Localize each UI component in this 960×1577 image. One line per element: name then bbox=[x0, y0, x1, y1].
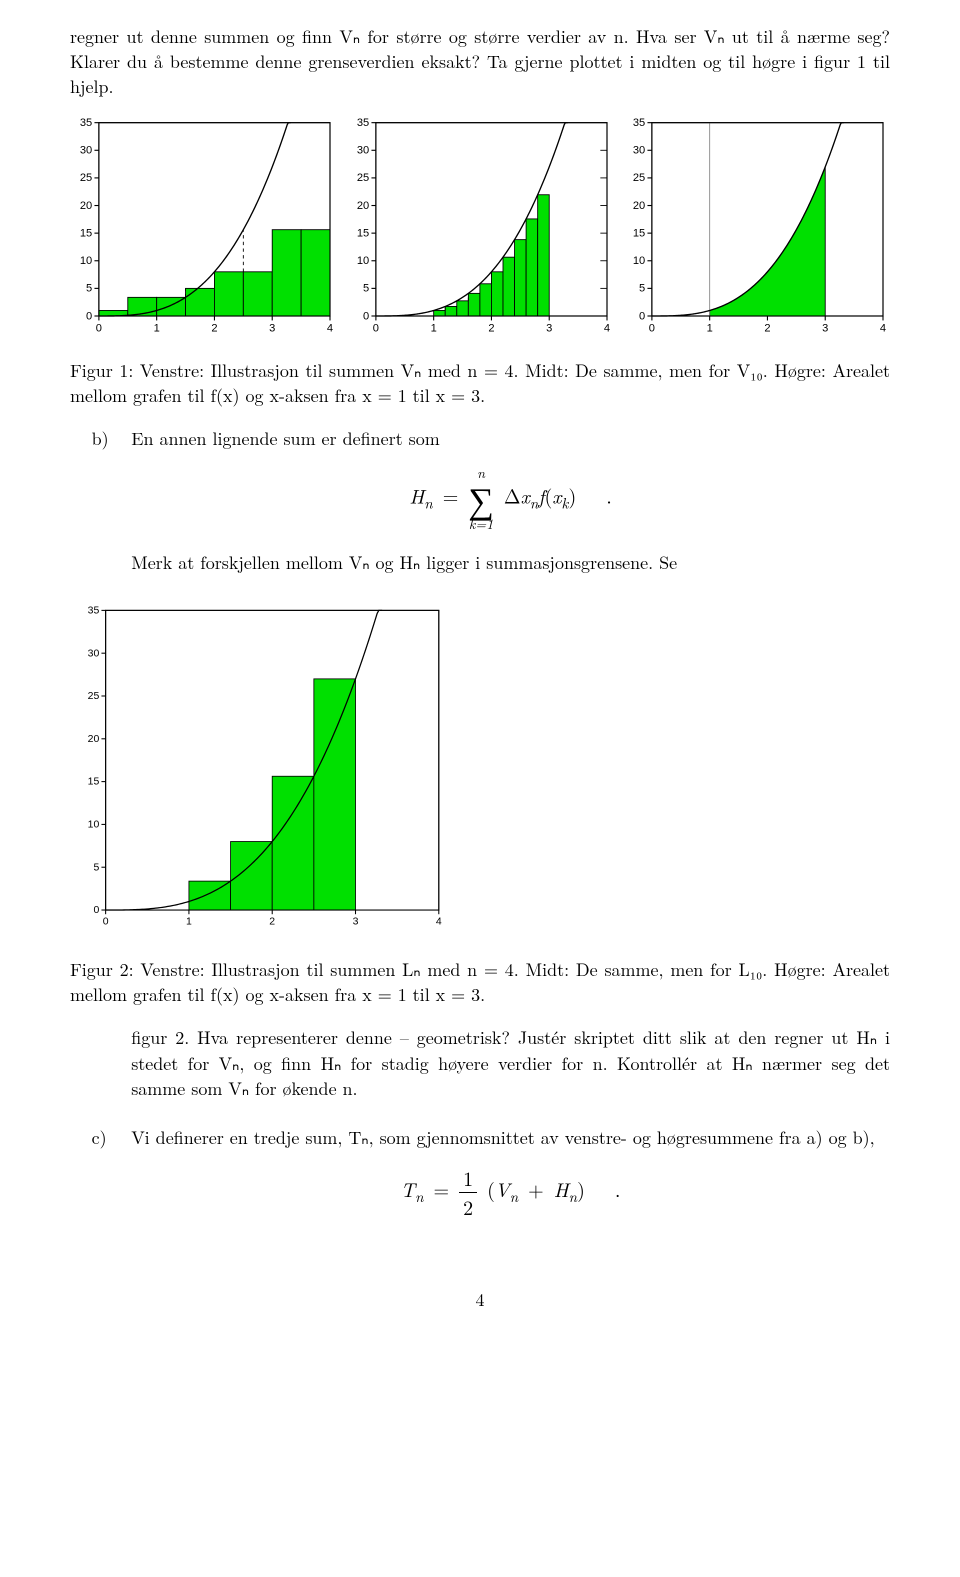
svg-text:10: 10 bbox=[633, 255, 645, 267]
svg-text:15: 15 bbox=[633, 227, 645, 239]
formula-hn: Hn = n∑k=1 Δxnf(xk) . bbox=[131, 466, 890, 533]
svg-text:15: 15 bbox=[357, 227, 369, 239]
svg-text:5: 5 bbox=[94, 862, 100, 873]
svg-text:4: 4 bbox=[880, 322, 886, 334]
svg-text:0: 0 bbox=[94, 905, 100, 916]
svg-text:1: 1 bbox=[707, 322, 713, 334]
item-b: b) En annen lignende sum er definert som… bbox=[70, 426, 890, 585]
intro-paragraph: regner ut denne summen og finn Vₙ for st… bbox=[70, 24, 890, 100]
item-b-para2: Merk at forskjellen mellom Vₙ og Hₙ ligg… bbox=[131, 550, 890, 575]
svg-text:20: 20 bbox=[88, 733, 100, 744]
svg-text:5: 5 bbox=[363, 282, 369, 294]
figure-1-right: 0 5 10 15 20 25 30 35 0 1 2 3 4 bbox=[623, 116, 890, 344]
item-c-label: c) bbox=[70, 1125, 131, 1239]
svg-text:30: 30 bbox=[357, 144, 369, 156]
svg-text:1: 1 bbox=[186, 916, 192, 927]
svg-text:1: 1 bbox=[430, 322, 436, 334]
svg-text:5: 5 bbox=[86, 282, 92, 294]
figure-1-caption: Figur 1: Venstre: Illustrasjon til summe… bbox=[70, 358, 890, 408]
svg-text:0: 0 bbox=[103, 916, 109, 927]
svg-text:0: 0 bbox=[639, 310, 645, 322]
svg-text:3: 3 bbox=[822, 322, 828, 334]
svg-text:4: 4 bbox=[604, 322, 610, 334]
svg-text:30: 30 bbox=[633, 144, 645, 156]
svg-text:0: 0 bbox=[96, 322, 102, 334]
svg-text:25: 25 bbox=[633, 172, 645, 184]
svg-text:4: 4 bbox=[327, 322, 333, 334]
svg-text:10: 10 bbox=[357, 255, 369, 267]
svg-text:30: 30 bbox=[80, 144, 92, 156]
formula-tn: Tn = 12 (Vn + Hn) . bbox=[131, 1164, 890, 1221]
svg-text:0: 0 bbox=[649, 322, 655, 334]
figure-2-caption: Figur 2: Venstre: Illustrasjon til summe… bbox=[70, 957, 890, 1007]
item-b-para1: En annen lignende sum er definert som bbox=[131, 426, 890, 451]
svg-text:35: 35 bbox=[88, 605, 100, 616]
svg-text:2: 2 bbox=[269, 916, 275, 927]
svg-text:3: 3 bbox=[546, 322, 552, 334]
svg-text:20: 20 bbox=[357, 199, 369, 211]
svg-text:25: 25 bbox=[88, 691, 100, 702]
svg-text:3: 3 bbox=[269, 322, 275, 334]
figure-2-chart: 0 5 10 15 20 25 30 35 0 1 2 3 4 bbox=[70, 602, 447, 943]
svg-text:10: 10 bbox=[88, 819, 100, 830]
item-b-cont: figur 2. Hva representerer denne – geome… bbox=[70, 1025, 890, 1111]
svg-text:30: 30 bbox=[88, 648, 100, 659]
item-b-label: b) bbox=[70, 426, 131, 585]
svg-text:5: 5 bbox=[639, 282, 645, 294]
figure-1-row: 0510152025303501234 0510152025303501234 … bbox=[70, 116, 890, 344]
svg-text:15: 15 bbox=[88, 776, 100, 787]
svg-text:20: 20 bbox=[633, 199, 645, 211]
svg-text:15: 15 bbox=[80, 227, 92, 239]
svg-text:2: 2 bbox=[765, 322, 771, 334]
svg-text:0: 0 bbox=[372, 322, 378, 334]
svg-text:35: 35 bbox=[633, 117, 645, 129]
figure-1-left: 0 5 10 15 20 25 30 35 0 1 2 3 4 bbox=[70, 116, 337, 344]
page-number: 4 bbox=[70, 1287, 890, 1312]
svg-text:4: 4 bbox=[436, 916, 442, 927]
svg-text:25: 25 bbox=[80, 172, 92, 184]
svg-text:2: 2 bbox=[211, 322, 217, 334]
svg-text:3: 3 bbox=[353, 916, 359, 927]
svg-text:1: 1 bbox=[154, 322, 160, 334]
svg-text:0: 0 bbox=[363, 310, 369, 322]
svg-text:0: 0 bbox=[86, 310, 92, 322]
svg-text:35: 35 bbox=[80, 117, 92, 129]
svg-text:2: 2 bbox=[488, 322, 494, 334]
svg-text:25: 25 bbox=[357, 172, 369, 184]
item-c-para1: Vi definerer en tredje sum, Tₙ, som gjen… bbox=[131, 1125, 890, 1150]
svg-text:35: 35 bbox=[357, 117, 369, 129]
svg-text:20: 20 bbox=[80, 199, 92, 211]
item-c: c) Vi definerer en tredje sum, Tₙ, som g… bbox=[70, 1125, 890, 1239]
figure-1-mid: 0 5 10 15 20 25 30 35 0 1 2 3 4 bbox=[347, 116, 614, 344]
item-b-para3: figur 2. Hva representerer denne – geome… bbox=[131, 1025, 890, 1101]
svg-text:10: 10 bbox=[80, 255, 92, 267]
